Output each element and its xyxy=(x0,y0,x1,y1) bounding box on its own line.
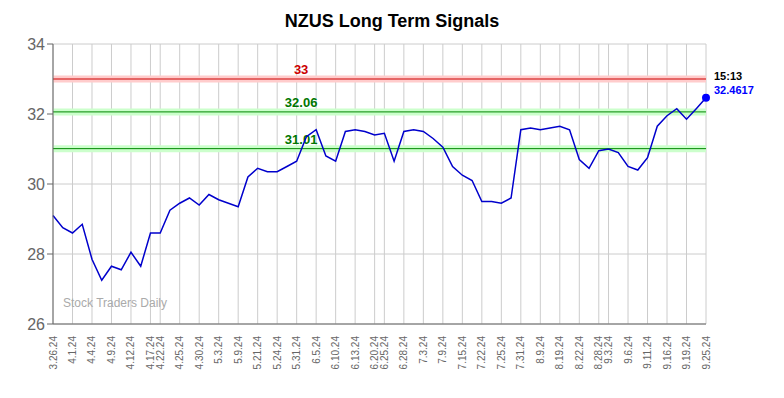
svg-text:6.10.24: 6.10.24 xyxy=(330,336,341,370)
svg-text:15:13: 15:13 xyxy=(714,70,742,82)
svg-text:6.13.24: 6.13.24 xyxy=(350,336,361,370)
svg-text:6.5.24: 6.5.24 xyxy=(311,336,322,364)
svg-text:7.15.24: 7.15.24 xyxy=(457,336,468,370)
svg-text:4.17.24: 4.17.24 xyxy=(145,336,156,370)
svg-text:9.16.24: 9.16.24 xyxy=(662,336,673,370)
svg-text:9.25.24: 9.25.24 xyxy=(701,336,712,370)
svg-text:8.22.24: 8.22.24 xyxy=(574,336,585,370)
svg-text:34: 34 xyxy=(27,36,45,53)
svg-text:4.12.24: 4.12.24 xyxy=(125,336,136,370)
svg-text:5.21.24: 5.21.24 xyxy=(252,336,263,370)
svg-text:7.3.24: 7.3.24 xyxy=(418,336,429,364)
svg-text:6.25.24: 6.25.24 xyxy=(379,336,390,370)
svg-text:30: 30 xyxy=(27,176,45,193)
svg-text:9.6.24: 9.6.24 xyxy=(623,336,634,364)
svg-text:4.9.24: 4.9.24 xyxy=(106,336,117,364)
svg-text:8.19.24: 8.19.24 xyxy=(554,336,565,370)
svg-text:8.28.24: 8.28.24 xyxy=(593,336,605,370)
svg-text:8.9.24: 8.9.24 xyxy=(535,336,546,364)
svg-text:31.01: 31.01 xyxy=(285,132,318,147)
svg-text:9.3.24: 9.3.24 xyxy=(603,336,614,364)
svg-text:32.4617: 32.4617 xyxy=(714,84,754,96)
html-text:NZUS Long Term Signals: NZUS Long Term Signals xyxy=(284,11,500,31)
svg-text:5.31.24: 5.31.24 xyxy=(291,336,302,370)
svg-text:4.30.24: 4.30.24 xyxy=(194,336,205,370)
svg-text:5.3.24: 5.3.24 xyxy=(213,336,224,364)
svg-text:26: 26 xyxy=(27,316,45,333)
svg-text:3.26.24: 3.26.24 xyxy=(48,336,59,370)
svg-text:28: 28 xyxy=(27,246,45,263)
svg-text:32: 32 xyxy=(27,106,45,123)
svg-text:6.28.24: 6.28.24 xyxy=(398,336,409,370)
svg-text:7.22.24: 7.22.24 xyxy=(476,336,487,370)
svg-text:4.25.24: 4.25.24 xyxy=(174,336,185,370)
svg-text:7.9.24: 7.9.24 xyxy=(437,336,448,364)
svg-text:9.11.24: 9.11.24 xyxy=(642,336,653,369)
svg-text:5.9.24: 5.9.24 xyxy=(233,336,244,364)
svg-text:4.22.24: 4.22.24 xyxy=(155,336,166,370)
svg-text:9.19.24: 9.19.24 xyxy=(681,336,692,370)
svg-text:7.31.24: 7.31.24 xyxy=(515,336,526,370)
html-text:Stock Traders Daily: Stock Traders Daily xyxy=(63,296,167,310)
svg-text:6.20.24: 6.20.24 xyxy=(369,336,381,370)
svg-text:4.1.24: 4.1.24 xyxy=(67,336,78,364)
svg-text:7.25.24: 7.25.24 xyxy=(496,336,507,370)
svg-text:4.4.24: 4.4.24 xyxy=(86,336,97,364)
svg-text:5.24.24: 5.24.24 xyxy=(272,336,283,370)
svg-text:33: 33 xyxy=(294,62,308,77)
svg-text:32.06: 32.06 xyxy=(285,95,318,110)
